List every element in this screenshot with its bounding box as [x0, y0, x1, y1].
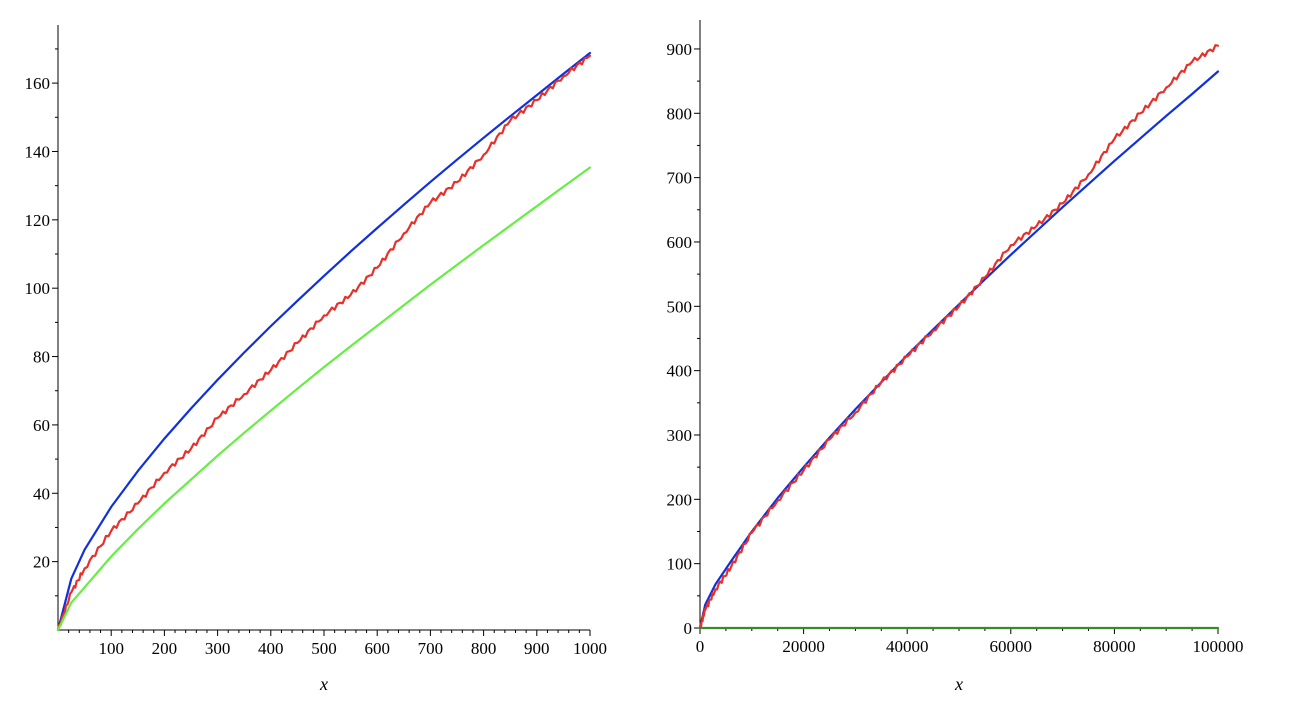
y-tick-label: 300 [667, 426, 693, 445]
series-line-blue [56, 51, 592, 632]
y-tick-label: 140 [25, 142, 51, 161]
series-line-red [698, 44, 1220, 630]
y-tick-label: 100 [667, 555, 693, 574]
x-tick-label: 200 [152, 639, 178, 658]
y-tick-label: 0 [684, 619, 693, 638]
y-tick-label: 800 [667, 104, 693, 123]
x-tick-label: 900 [524, 639, 550, 658]
series-line-green [56, 166, 592, 632]
right-chart: x 0 20000 40000 60000 80000 100000 0 100 200 300 4… [667, 20, 1244, 694]
y-tick-label: 80 [33, 348, 50, 367]
x-tick-label: 40000 [886, 637, 929, 656]
x-tick-label: 60000 [990, 637, 1033, 656]
y-tick-label: 700 [667, 169, 693, 188]
y-tick-label: 100 [25, 279, 51, 298]
x-tick-label: 1000 [573, 639, 607, 658]
y-tick-label: 120 [25, 211, 51, 230]
left-x-axis-label: x [319, 674, 328, 694]
left-chart: x 100 200 300 400 500 600 700 800 900 1000 20 40 60 8… [25, 25, 607, 694]
x-tick-label: 100 [98, 639, 124, 658]
x-tick-label: 300 [205, 639, 231, 658]
y-tick-label: 400 [667, 362, 693, 381]
x-tick-label: 500 [311, 639, 337, 658]
y-tick-label: 160 [25, 74, 51, 93]
x-tick-label: 400 [258, 639, 284, 658]
y-tick-label: 200 [667, 490, 693, 509]
y-tick-label: 40 [33, 484, 50, 503]
x-tick-label: 0 [696, 637, 705, 656]
y-tick-label: 900 [667, 40, 693, 59]
x-tick-label: 20000 [782, 637, 825, 656]
x-tick-label: 100000 [1193, 637, 1244, 656]
x-tick-label: 600 [364, 639, 390, 658]
y-tick-label: 60 [33, 416, 50, 435]
y-tick-label: 500 [667, 297, 693, 316]
right-x-axis-label: x [954, 674, 963, 694]
x-tick-label: 80000 [1093, 637, 1136, 656]
y-tick-label: 20 [33, 553, 50, 572]
x-tick-label: 700 [418, 639, 444, 658]
y-tick-label: 600 [667, 233, 693, 252]
series-line-blue [698, 70, 1220, 630]
x-tick-label: 800 [471, 639, 497, 658]
series-line-red [56, 54, 592, 632]
